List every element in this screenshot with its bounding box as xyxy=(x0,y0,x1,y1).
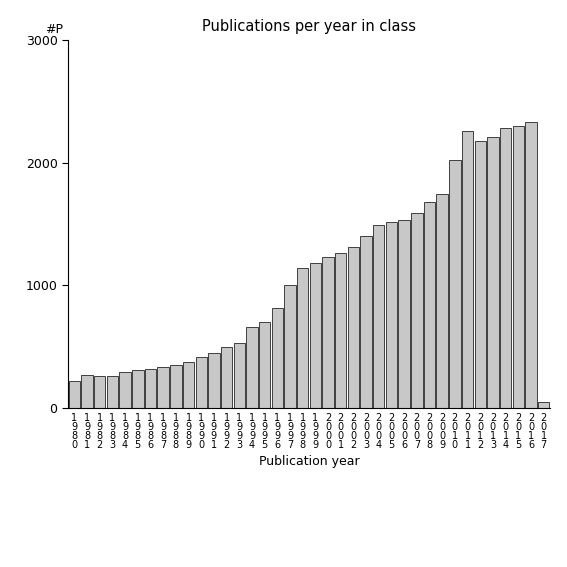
Bar xyxy=(475,141,486,408)
Bar xyxy=(284,285,296,408)
Bar xyxy=(310,263,321,408)
Bar xyxy=(525,122,537,408)
Bar xyxy=(538,402,549,408)
Bar xyxy=(208,353,219,408)
Bar xyxy=(399,220,410,408)
Bar xyxy=(348,247,359,408)
Bar xyxy=(196,357,207,408)
Bar xyxy=(487,137,498,408)
Bar xyxy=(120,372,131,408)
Bar xyxy=(297,268,308,408)
Bar xyxy=(500,128,511,408)
Title: Publications per year in class: Publications per year in class xyxy=(202,19,416,35)
Bar xyxy=(424,202,435,408)
Bar xyxy=(449,160,460,408)
Bar xyxy=(411,213,422,408)
Bar xyxy=(373,225,384,408)
Bar xyxy=(132,370,143,408)
Bar xyxy=(513,126,524,408)
Bar xyxy=(158,367,169,408)
X-axis label: Publication year: Publication year xyxy=(259,455,359,468)
Bar xyxy=(183,362,194,408)
Bar xyxy=(437,194,448,408)
Bar xyxy=(361,236,372,408)
Bar xyxy=(335,253,346,408)
Bar xyxy=(81,375,93,408)
Bar xyxy=(246,327,257,408)
Bar xyxy=(69,381,80,408)
Bar xyxy=(107,376,118,408)
Bar xyxy=(386,222,397,408)
Bar xyxy=(259,322,270,408)
Bar xyxy=(145,369,156,408)
Bar xyxy=(170,365,181,408)
Bar xyxy=(322,257,334,408)
Bar xyxy=(462,130,473,408)
Bar xyxy=(234,343,245,408)
Bar xyxy=(94,376,105,408)
Bar xyxy=(221,347,232,408)
Text: #P: #P xyxy=(45,23,63,36)
Bar xyxy=(272,307,283,408)
